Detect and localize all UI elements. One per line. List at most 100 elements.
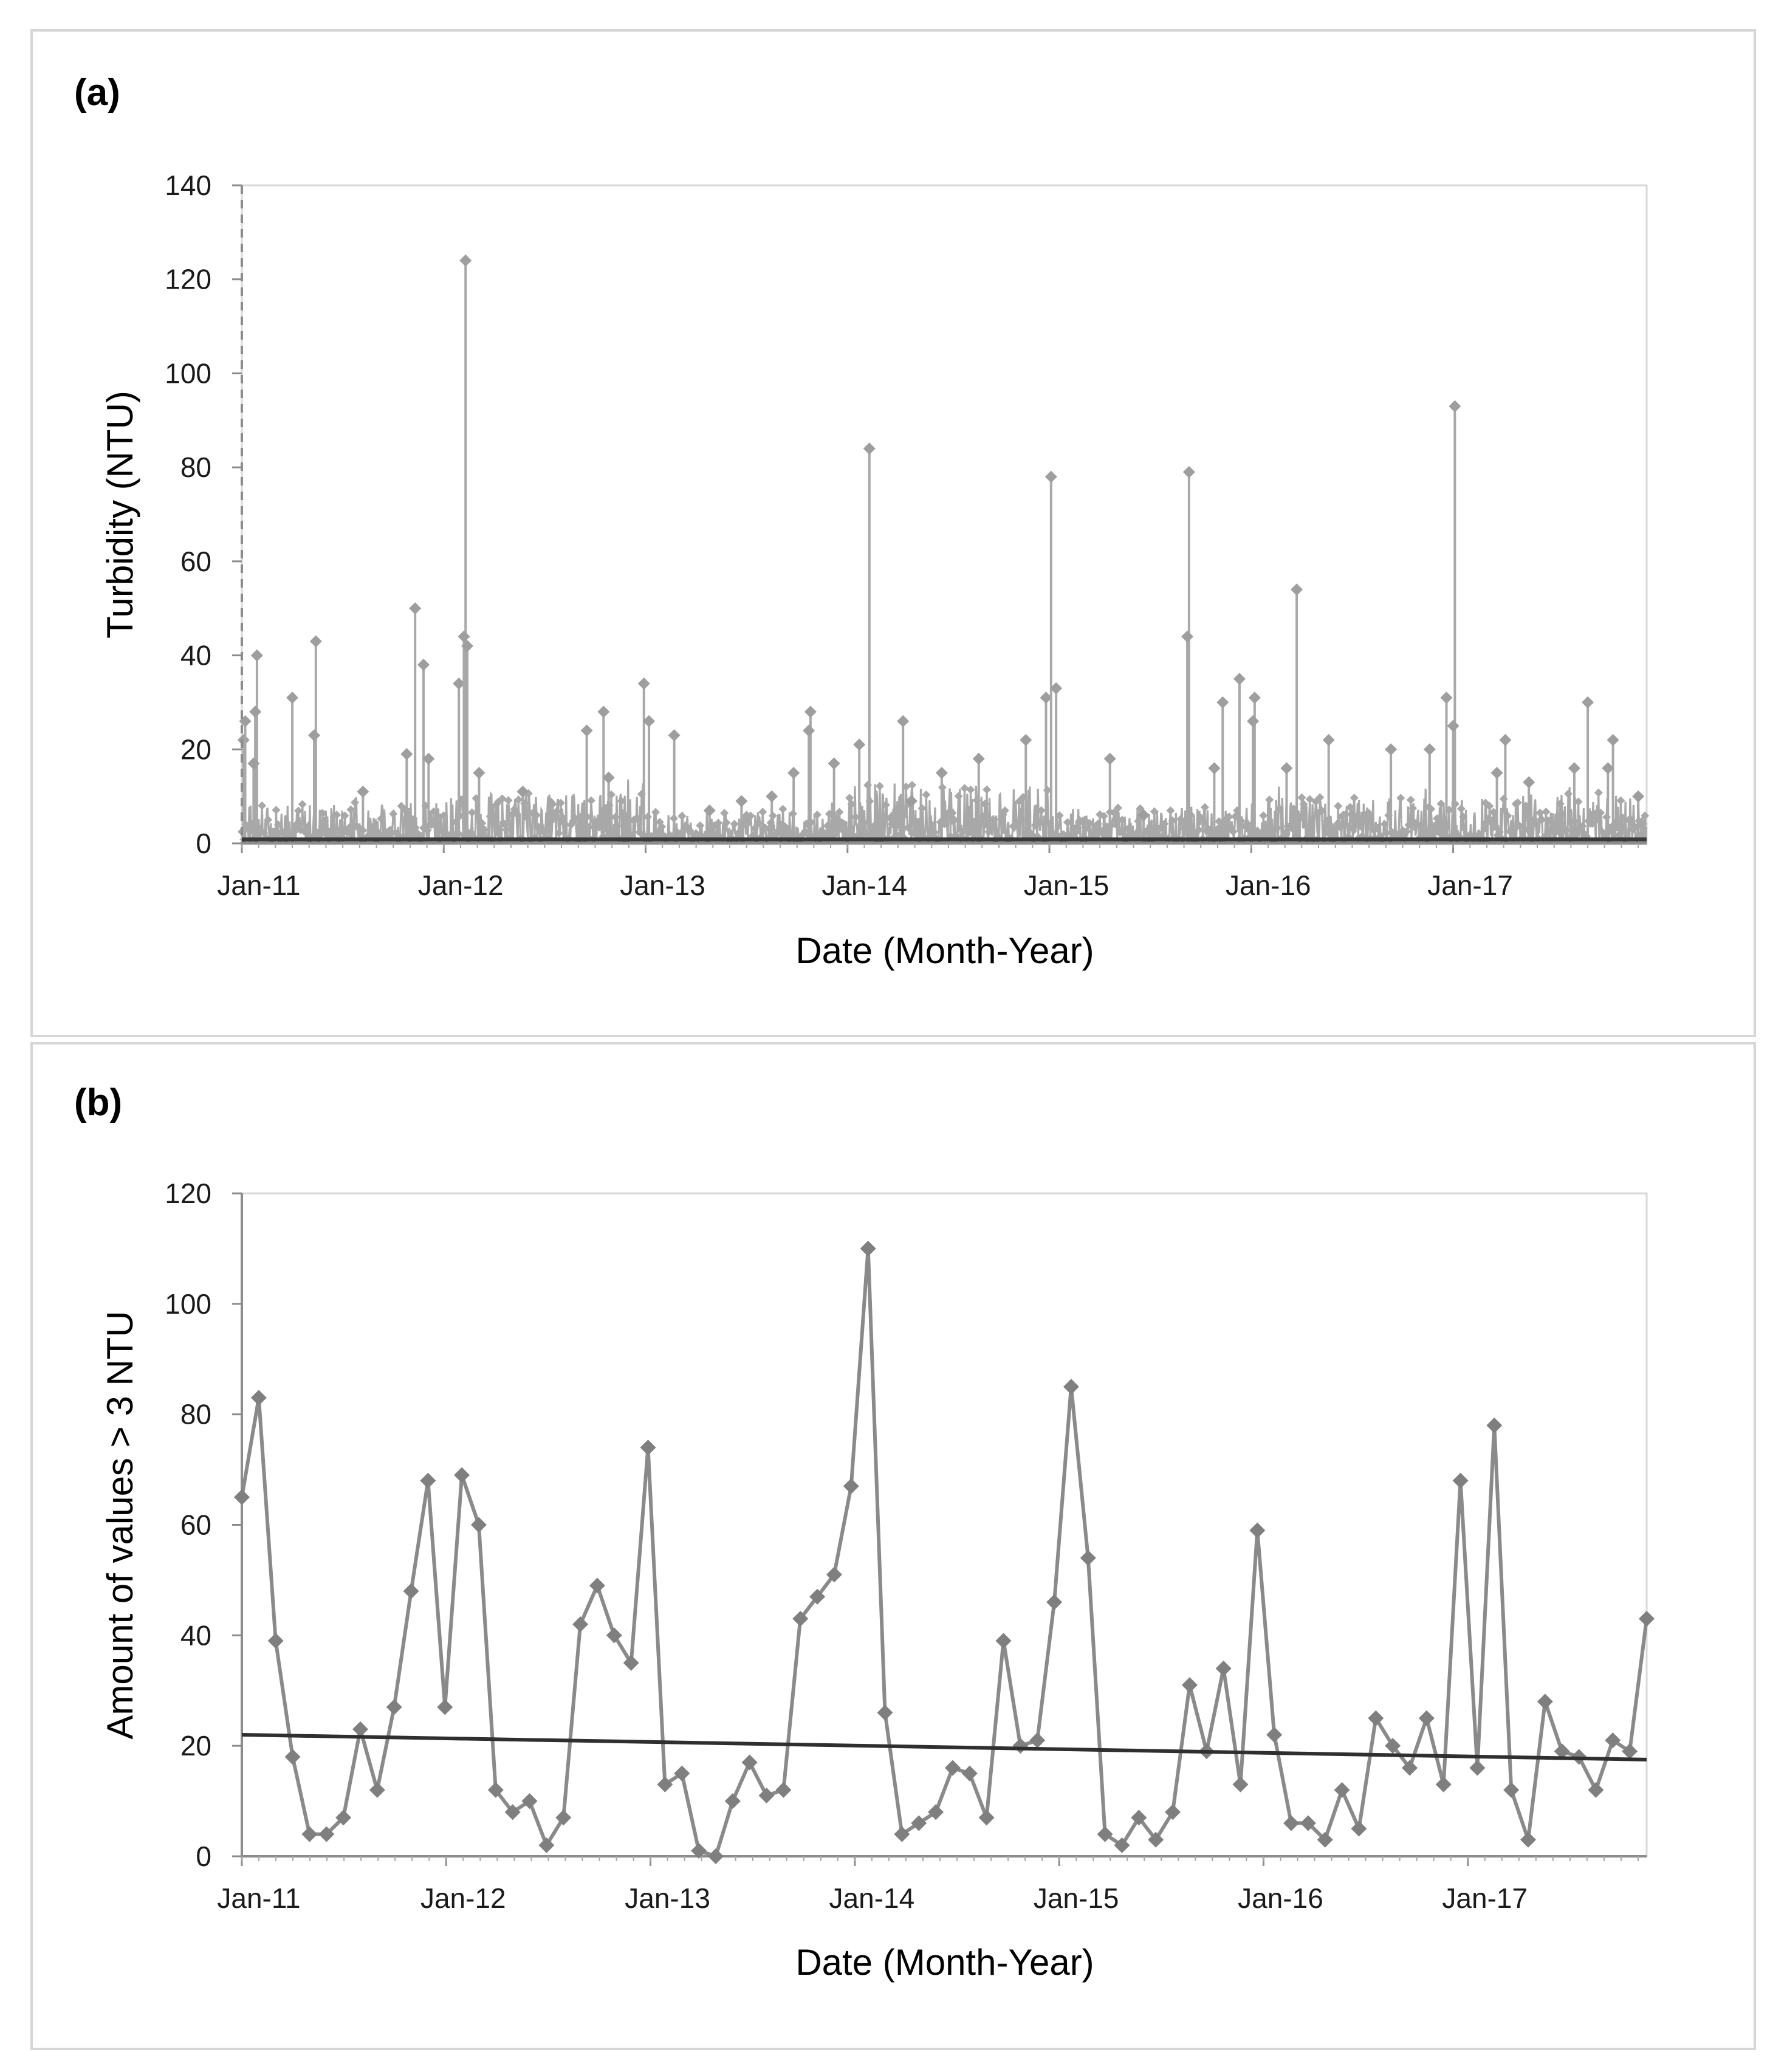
panel-a-noise-marker — [1261, 820, 1270, 829]
panel-b-marker — [843, 1478, 859, 1494]
panel-a-noise-marker — [1196, 813, 1206, 822]
panel-a-noise-marker — [1558, 809, 1567, 818]
panel-b-marker — [234, 1489, 250, 1506]
panel-b-frame — [30, 1042, 1756, 2050]
panel-b-marker — [691, 1842, 707, 1859]
panel-a-noise-marker — [1099, 811, 1108, 820]
panel-b-marker — [352, 1721, 368, 1737]
panel-b-x-tick-label: Jan-17 — [1442, 1882, 1528, 1914]
panel-a-noise-marker — [544, 826, 554, 835]
panel-a-spike-marker — [853, 738, 866, 751]
panel-a-noise-marker — [1372, 823, 1381, 832]
panel-b-marker — [521, 1793, 538, 1810]
panel-a-noise-marker — [1176, 815, 1185, 824]
panel-a-x-tick-label: Jan-14 — [821, 870, 907, 901]
panel-b-marker — [1435, 1776, 1452, 1792]
panel-b-marker — [1520, 1831, 1537, 1848]
panel-a-frame — [30, 29, 1756, 1037]
panel-b-marker — [1418, 1710, 1435, 1726]
panel-a-spike-marker — [703, 804, 716, 817]
panel-a-noise-marker — [1012, 822, 1021, 831]
panel-a-noise-marker — [1562, 826, 1571, 835]
panel-a-x-tick-label: Jan-13 — [620, 870, 705, 901]
panel-b-y-axis-title: Amount of values > 3 NTU — [100, 1311, 140, 1739]
panel-a-noise-marker — [918, 804, 927, 813]
panel-b-x-tick-label: Jan-12 — [420, 1882, 506, 1914]
panel-a-spike-marker — [1490, 766, 1503, 779]
panel-a-spike-marker — [897, 715, 910, 727]
panel-a-noise-marker — [552, 807, 561, 816]
panel-a-noise-marker — [1168, 816, 1177, 825]
panel-a-noise-marker — [1380, 820, 1389, 829]
panel-b-marker — [1605, 1732, 1621, 1749]
panel-a-noise-marker — [980, 800, 989, 809]
panel-b-y-tick-label: 60 — [180, 1509, 211, 1541]
panel-b-marker — [437, 1699, 453, 1715]
panel-a-noise-marker — [1123, 825, 1133, 834]
panel-a-noise-marker — [1456, 804, 1466, 814]
panel-b-marker — [1317, 1831, 1333, 1848]
panel-a-noise-marker — [617, 797, 626, 806]
panel-b-marker — [995, 1633, 1012, 1649]
panel-b-y-tick-label: 80 — [180, 1399, 211, 1430]
panel-a-noise-marker — [346, 805, 355, 814]
panel-a-spike-marker — [905, 795, 918, 808]
panel-a-noise-marker — [332, 811, 341, 820]
panel-a-noise-marker — [1638, 819, 1647, 828]
panel-a-noise-marker — [774, 826, 783, 835]
panel-a-noise-marker — [272, 806, 281, 815]
panel-a-spike-marker — [1449, 400, 1461, 413]
panel-a-noise-marker — [490, 812, 499, 821]
panel-a-noise-marker — [730, 820, 739, 829]
panel-a-noise-marker — [1594, 788, 1603, 797]
panel-b-marker — [1588, 1782, 1604, 1798]
panel-a-spike-marker — [1020, 733, 1032, 746]
panel-a-noise-marker — [1485, 801, 1494, 811]
panel-a-noise-marker — [1224, 812, 1233, 822]
panel-a-noise-marker — [1200, 803, 1209, 812]
panel-b-marker — [775, 1782, 792, 1798]
panel-a-noise-marker — [538, 826, 547, 835]
panel-a-noise-marker — [839, 819, 848, 828]
panel-a-y-tick-label: 0 — [196, 828, 211, 859]
panel-a-noise-marker — [904, 823, 913, 832]
panel-a-noise-marker — [922, 790, 931, 799]
panel-b-marker — [1351, 1820, 1367, 1837]
panel-a-spike-marker — [735, 795, 748, 808]
panel-b-marker — [623, 1655, 639, 1671]
panel-a-x-axis-title: Date (Month-Year) — [795, 930, 1094, 971]
panel-a-spike-marker — [1322, 733, 1335, 746]
panel-a-noise-marker — [1055, 811, 1064, 820]
panel-a-noise-marker — [1348, 823, 1357, 832]
panel-a-noise-marker — [1342, 810, 1351, 819]
panel-b-marker — [1148, 1831, 1164, 1848]
panel-a-spike-marker — [1291, 583, 1303, 596]
panel-a-noise-marker — [1614, 831, 1624, 840]
panel-a-noise-marker — [893, 820, 902, 829]
panel-b-marker — [911, 1815, 927, 1831]
panel-b-marker — [961, 1765, 978, 1782]
panel-a-noise-marker — [1346, 803, 1355, 812]
panel-a-spike-marker — [935, 766, 948, 779]
panel-a-noise-marker — [851, 812, 860, 822]
panel-a-spike-marker — [250, 649, 263, 662]
panel-a-spike-marker — [1182, 465, 1195, 478]
panel-a-noise-marker — [1364, 808, 1373, 817]
panel-b-marker — [1131, 1810, 1147, 1826]
panel-a-y-tick-label: 40 — [180, 640, 211, 671]
panel-a-noise-marker — [318, 809, 327, 818]
panel-b-marker — [606, 1627, 622, 1644]
panel-a-spike-marker — [1137, 809, 1150, 822]
panel-a-noise-marker — [512, 809, 521, 818]
panel-a-noise-marker — [1578, 822, 1587, 831]
panel-a-noise-marker — [294, 806, 303, 815]
panel-a-noise-marker — [1626, 817, 1635, 826]
panel-a-noise-marker — [1432, 814, 1441, 823]
panel-a-noise-marker — [1350, 794, 1359, 803]
panel-b-marker — [335, 1810, 352, 1826]
panel-b-marker — [657, 1776, 673, 1792]
panel-a-noise-marker — [754, 818, 763, 828]
panel-b-x-tick-label: Jan-15 — [1034, 1882, 1119, 1914]
panel-b-marker — [470, 1517, 487, 1533]
panel-a-spike-marker — [1523, 776, 1535, 789]
